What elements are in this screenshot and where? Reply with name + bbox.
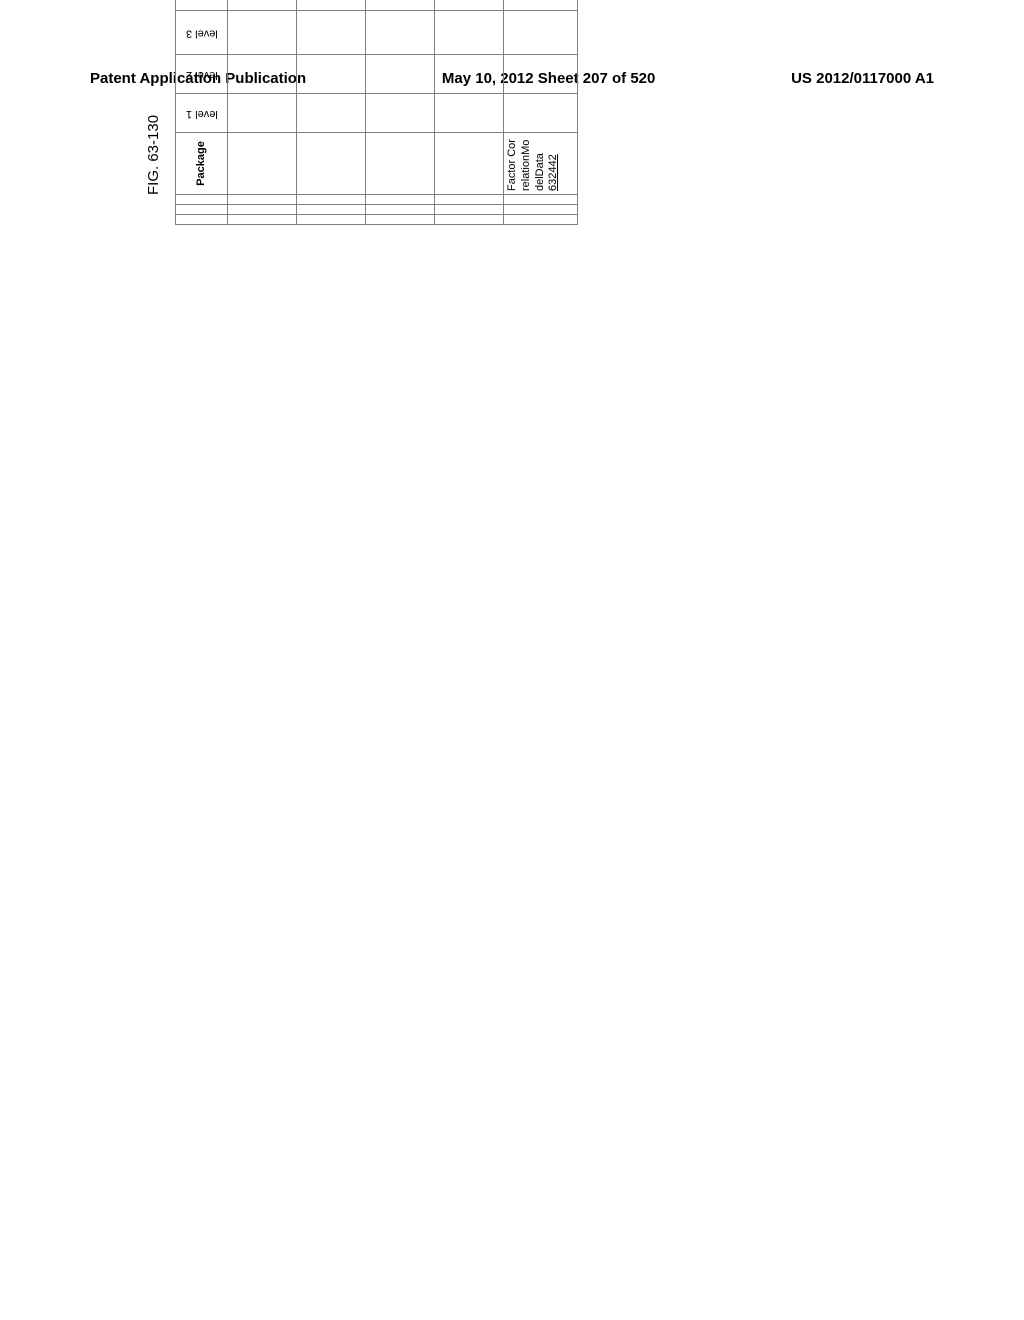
cell bbox=[297, 11, 366, 55]
cell-package bbox=[297, 133, 366, 195]
cell bbox=[435, 11, 504, 55]
cell bbox=[504, 215, 578, 225]
table-header-row: Package level 1 level 2 level 3 level 4 … bbox=[176, 0, 228, 225]
cell bbox=[366, 205, 435, 215]
cell bbox=[228, 11, 297, 55]
cell bbox=[297, 0, 366, 11]
cell bbox=[504, 0, 578, 11]
cell bbox=[366, 55, 435, 94]
cell bbox=[228, 94, 297, 133]
table-row: TotalAssetsAmount 632434 Amount 632436 bbox=[366, 0, 435, 225]
cell bbox=[435, 0, 504, 11]
table-row: FiscalValidityDatePeriod 632426 CLOSED_D… bbox=[228, 0, 297, 225]
cell-text: Factor CorrelationMo delData bbox=[506, 139, 546, 191]
cell bbox=[228, 205, 297, 215]
cell bbox=[435, 195, 504, 205]
table-row: BalanceSheetCurrencyCode 632430 Currency… bbox=[297, 0, 366, 225]
cell bbox=[228, 195, 297, 205]
cell bbox=[228, 55, 297, 94]
cell bbox=[366, 215, 435, 225]
col-level1: level 1 bbox=[176, 94, 228, 133]
cell bbox=[435, 205, 504, 215]
cell bbox=[297, 94, 366, 133]
cell bbox=[366, 195, 435, 205]
col-level3: level 3 bbox=[176, 11, 228, 55]
cell bbox=[297, 55, 366, 94]
table-row: AnnualSalesAmount 632438 Amount 632440 bbox=[435, 0, 504, 225]
cell bbox=[504, 55, 578, 94]
cell-ref: 632442 bbox=[547, 154, 559, 191]
col-blank-1 bbox=[176, 215, 228, 225]
page: Patent Application Publication May 10, 2… bbox=[0, 0, 1024, 1320]
col-level2: level 2 bbox=[176, 55, 228, 94]
cell bbox=[366, 0, 435, 11]
table-wrap: Package level 1 level 2 level 3 level 4 … bbox=[175, 0, 578, 225]
cell bbox=[504, 195, 578, 205]
cell bbox=[228, 215, 297, 225]
cell bbox=[435, 215, 504, 225]
col-package: Package bbox=[176, 133, 228, 195]
cell-package: Factor CorrelationMo delData 632442 bbox=[504, 133, 578, 195]
cell bbox=[504, 94, 578, 133]
cell bbox=[366, 11, 435, 55]
cell bbox=[504, 205, 578, 215]
cell bbox=[366, 94, 435, 133]
figure-label: FIG. 63-130 bbox=[145, 115, 162, 195]
cell bbox=[228, 0, 297, 11]
table-row: Factor CorrelationMo delData 632442 Fact… bbox=[504, 0, 578, 225]
cell bbox=[297, 215, 366, 225]
header-right: US 2012/0117000 A1 bbox=[791, 70, 934, 87]
cell-package bbox=[366, 133, 435, 195]
cell bbox=[297, 195, 366, 205]
cell bbox=[297, 205, 366, 215]
col-blank-2 bbox=[176, 205, 228, 215]
cell bbox=[504, 11, 578, 55]
data-table: Package level 1 level 2 level 3 level 4 … bbox=[175, 0, 578, 225]
cell bbox=[435, 94, 504, 133]
cell-package bbox=[435, 133, 504, 195]
col-blank-3 bbox=[176, 195, 228, 205]
col-level4: level 4 bbox=[176, 0, 228, 11]
cell bbox=[435, 55, 504, 94]
cell-package bbox=[228, 133, 297, 195]
